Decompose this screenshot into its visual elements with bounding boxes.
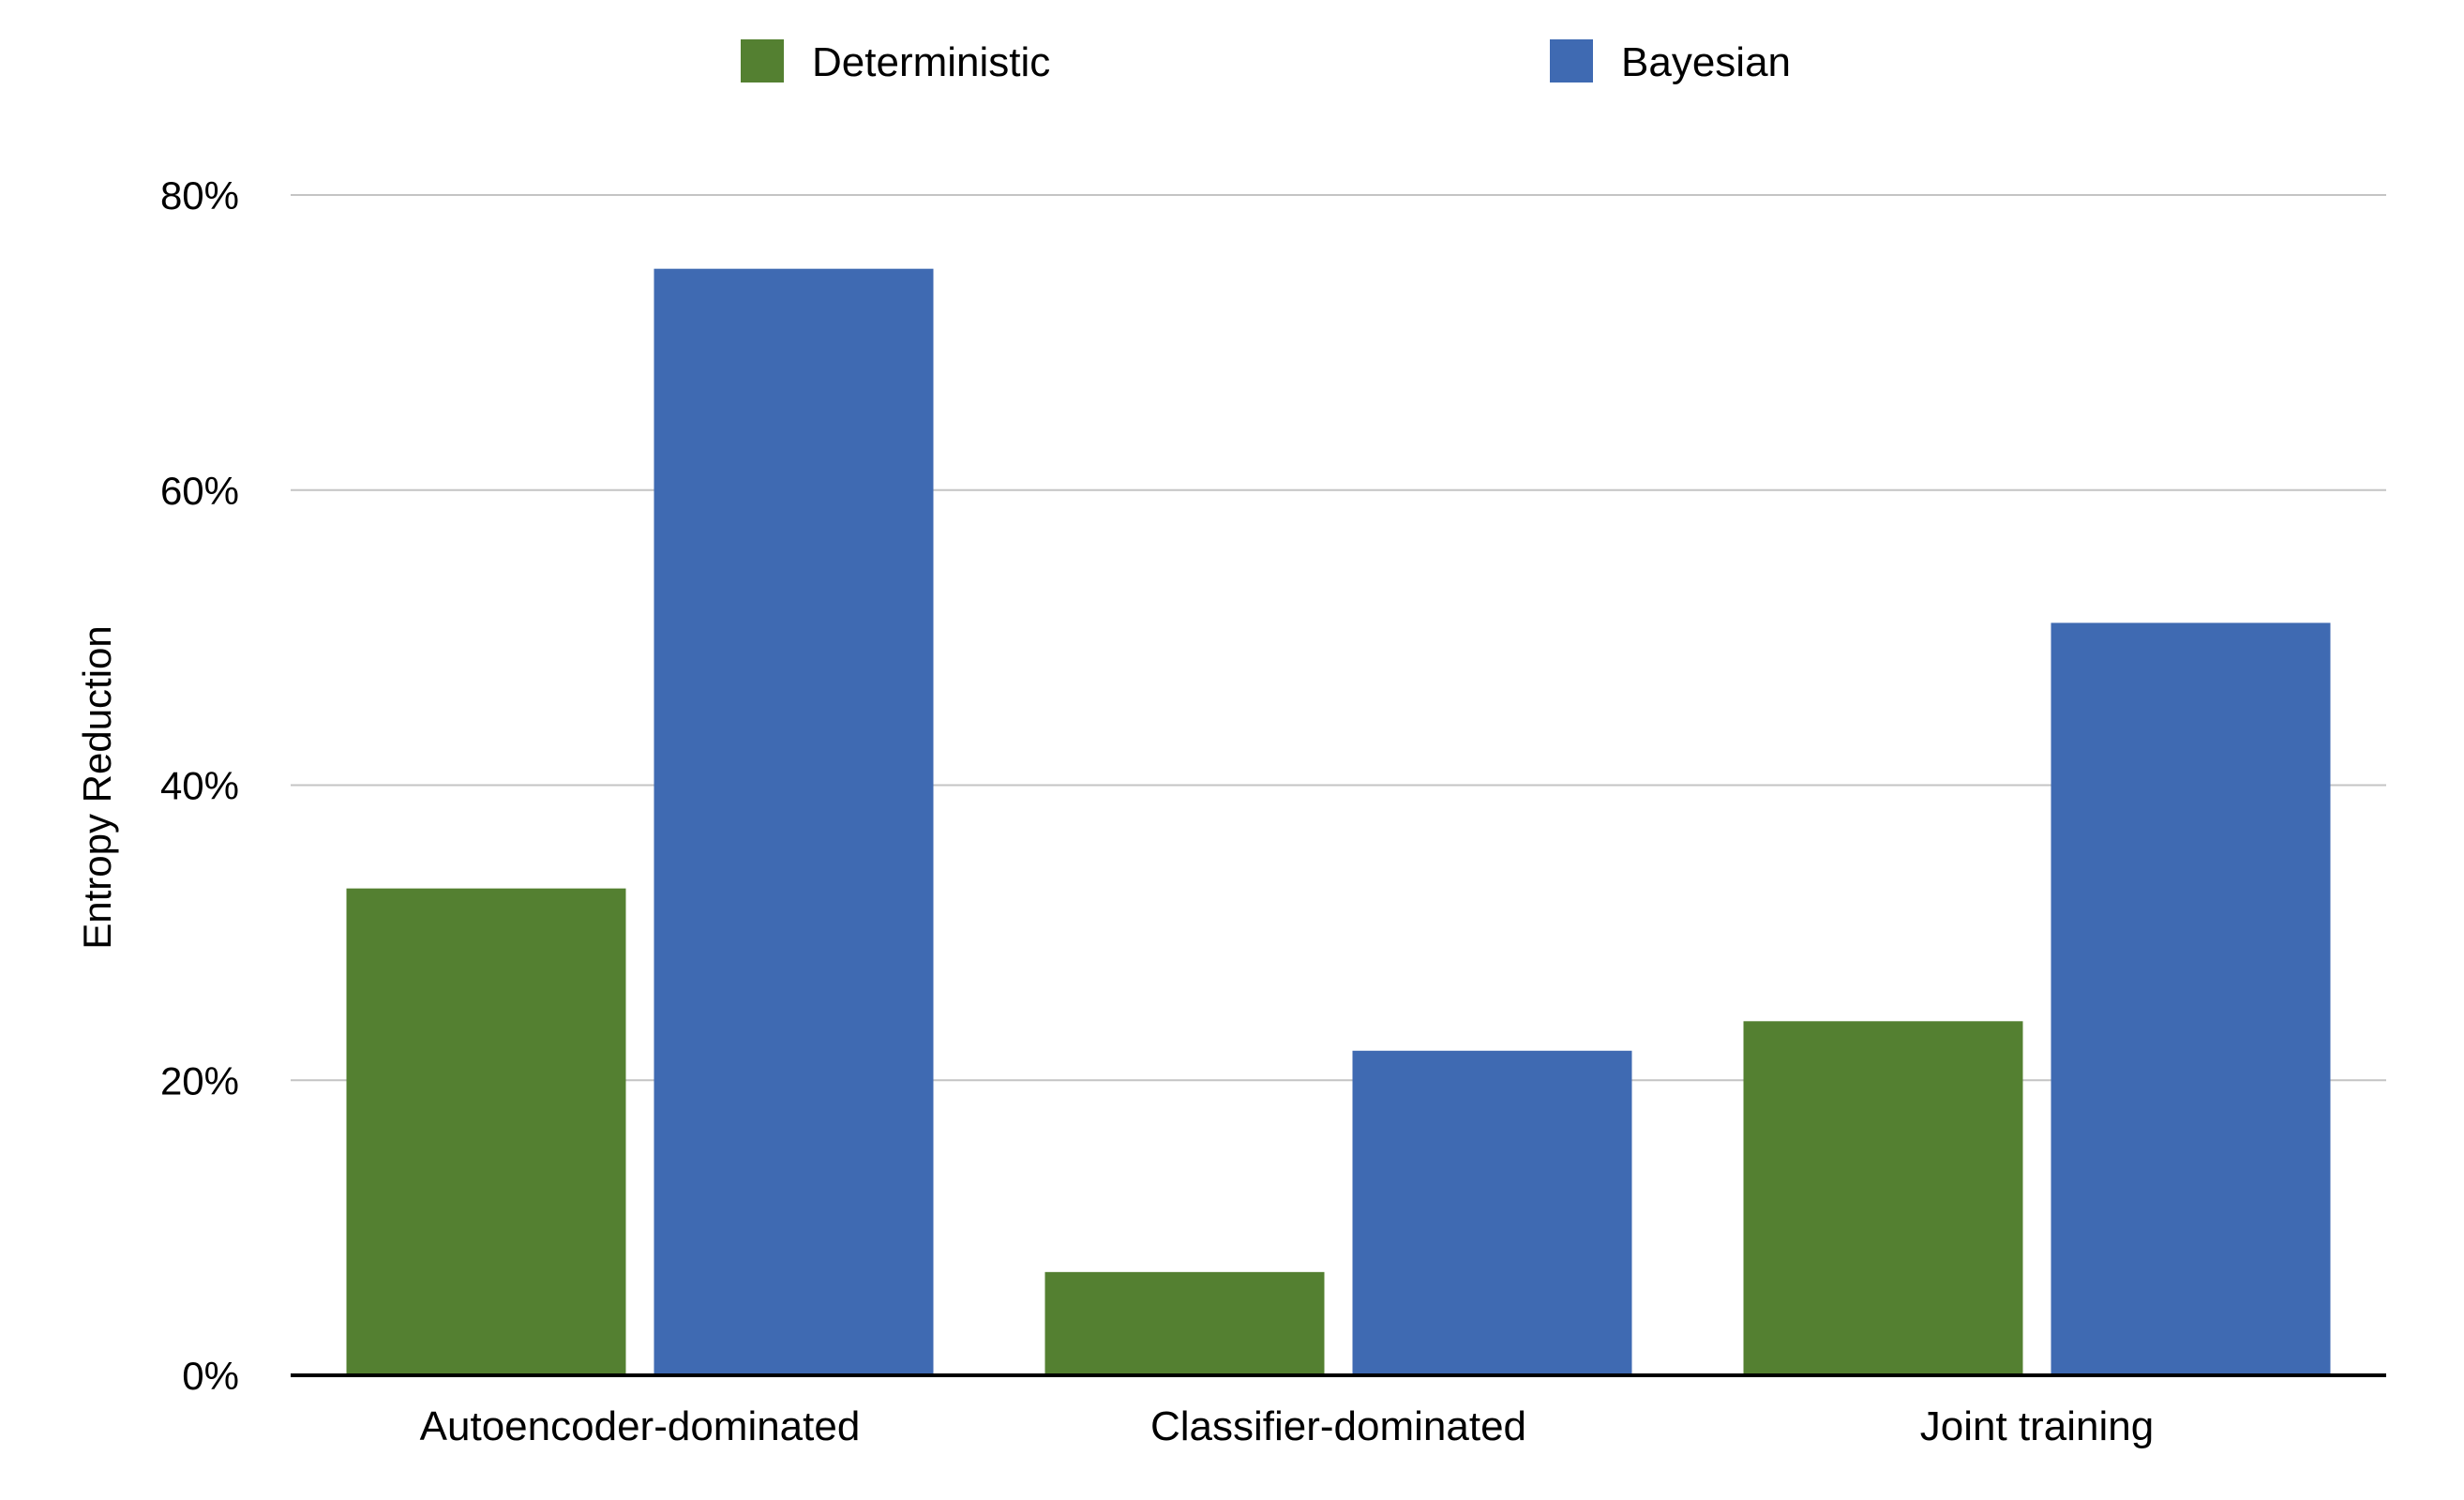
bar-bayesian-1 [654, 268, 934, 1375]
bar-bayesian-3 [2051, 622, 2331, 1375]
x-category-labels: Autoencoder-dominated Classifier-dominate… [420, 1403, 2155, 1449]
y-tick-label: 80% [160, 173, 239, 218]
y-tick-label: 0% [182, 1354, 239, 1398]
bar-bayesian-2 [1352, 1050, 1632, 1375]
x-category-label: Classifier-dominated [1150, 1403, 1526, 1449]
legend: Deterministic Bayesian [741, 39, 1791, 85]
legend-label-deterministic: Deterministic [812, 39, 1050, 85]
y-tick-label: 20% [160, 1058, 239, 1102]
y-axis-title: Entropy Reduction [75, 625, 119, 950]
bar-deterministic-1 [346, 888, 626, 1375]
bars [346, 268, 2331, 1375]
legend-label-bayesian: Bayesian [1621, 39, 1791, 85]
bar-deterministic-3 [1743, 1021, 2023, 1375]
x-category-label: Joint training [1920, 1403, 2154, 1449]
legend-swatch-bayesian [1550, 39, 1593, 82]
x-category-label: Autoencoder-dominated [420, 1403, 861, 1449]
y-tick-label: 60% [160, 469, 239, 513]
y-tick-label: 40% [160, 764, 239, 808]
y-tick-labels: 0% 20% 40% 60% 80% [160, 173, 239, 1398]
gridlines [291, 194, 2386, 1082]
legend-swatch-deterministic [741, 39, 784, 82]
bar-deterministic-2 [1044, 1271, 1325, 1375]
